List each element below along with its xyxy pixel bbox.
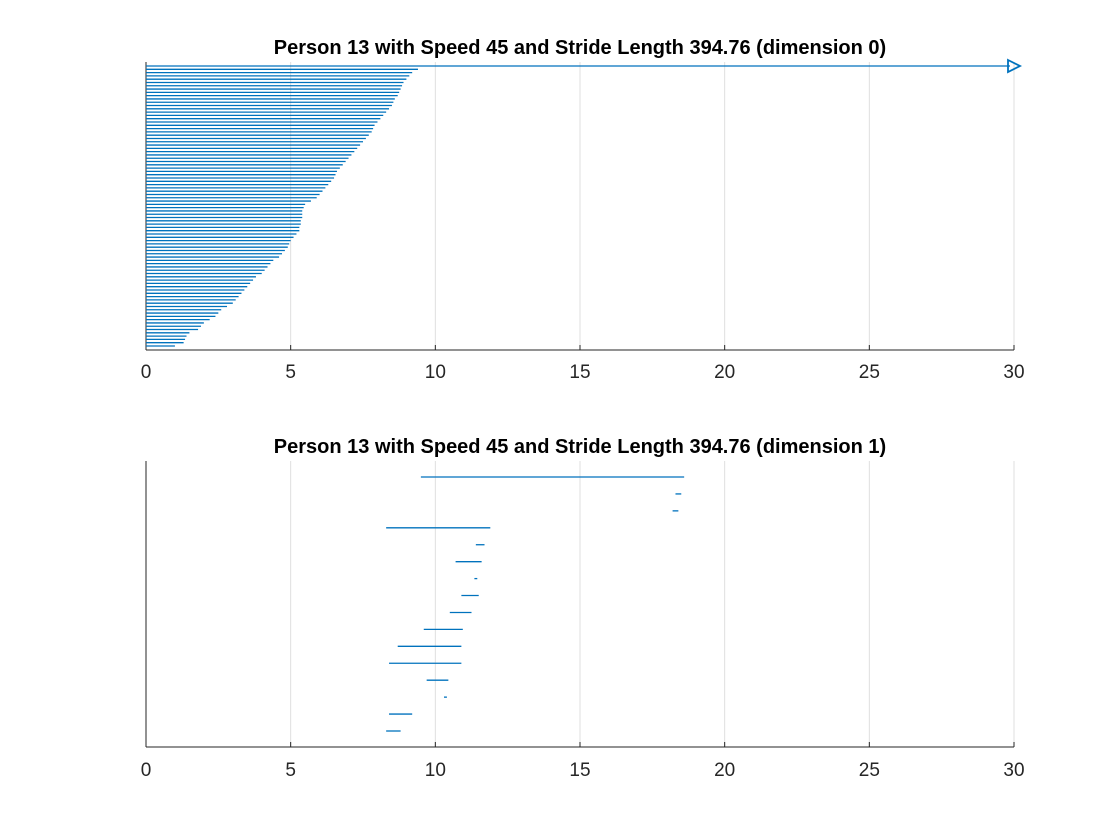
- x-tick-label: 5: [285, 362, 296, 383]
- dimension-1-panel: Person 13 with Speed 45 and Stride Lengt…: [141, 436, 1025, 781]
- x-tick-label: 0: [141, 760, 152, 781]
- x-tick-label: 5: [285, 760, 296, 781]
- x-tick-label: 10: [425, 760, 446, 781]
- x-tick-label: 30: [1003, 760, 1024, 781]
- infinity-arrow-head: [1007, 58, 1023, 74]
- x-tick-label: 0: [141, 362, 152, 383]
- dimension-0-title: Person 13 with Speed 45 and Stride Lengt…: [274, 37, 886, 59]
- x-tick-label: 20: [714, 760, 735, 781]
- x-tick-label: 10: [425, 362, 446, 383]
- x-tick-label: 20: [714, 362, 735, 383]
- x-tick-label: 15: [569, 362, 590, 383]
- x-tick-label: 25: [859, 362, 880, 383]
- dimension-1-title: Person 13 with Speed 45 and Stride Lengt…: [274, 436, 886, 458]
- x-tick-label: 15: [569, 760, 590, 781]
- dimension-0-panel: Person 13 with Speed 45 and Stride Lengt…: [141, 37, 1025, 383]
- x-tick-label: 30: [1003, 362, 1024, 383]
- x-tick-label: 25: [859, 760, 880, 781]
